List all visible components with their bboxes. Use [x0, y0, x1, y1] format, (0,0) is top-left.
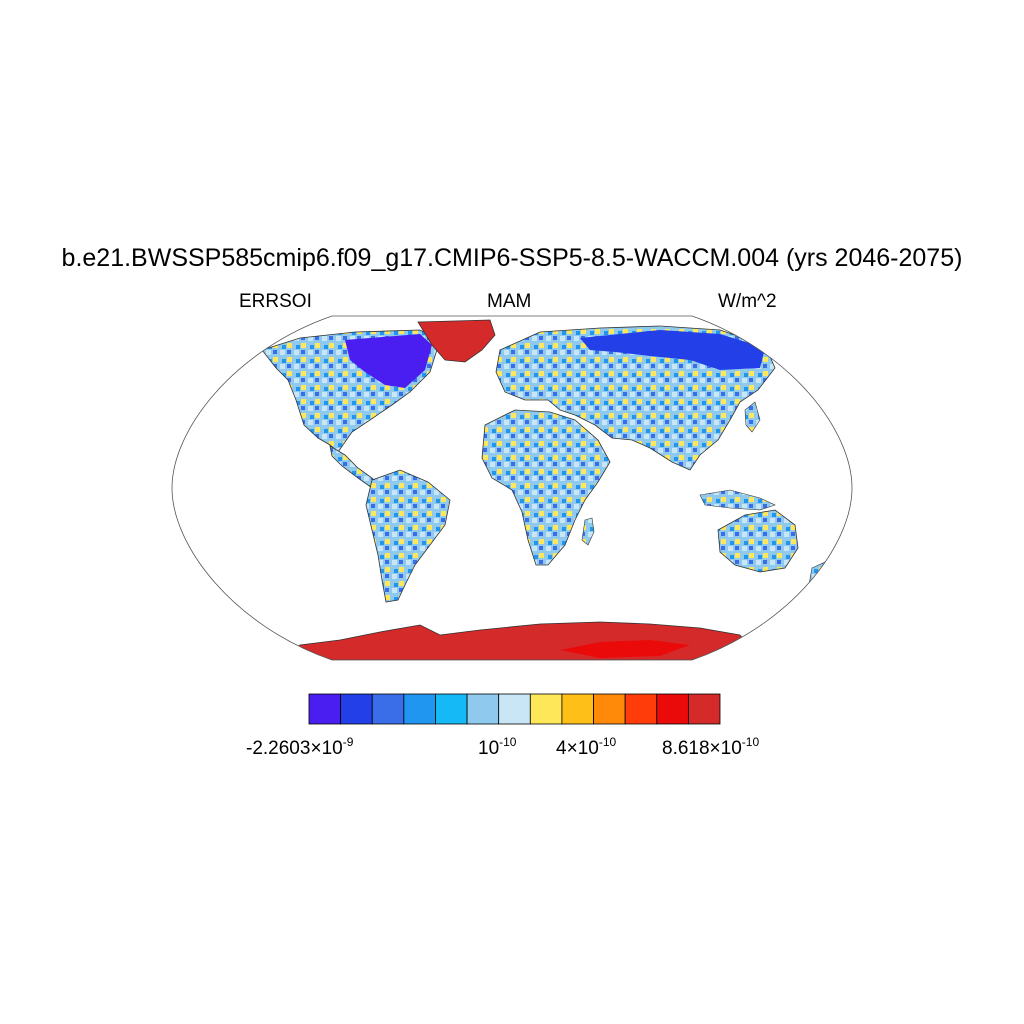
siberia-cold-region: [580, 330, 765, 370]
south-america-region: [365, 469, 451, 603]
season-label: MAM: [487, 291, 532, 312]
map-boundary: [171, 315, 853, 661]
colorbar-box-2: [371, 693, 405, 725]
australia-region: [717, 509, 799, 573]
madagascar-region: [581, 517, 595, 546]
colorbar-label-mid: 10-10: [478, 735, 517, 759]
indonesia-region: [699, 489, 776, 511]
antarctica-interior-region: [560, 640, 690, 658]
colorbar-box-12: [687, 693, 721, 725]
colorbar-label-min: -2.2603×10-9: [246, 735, 354, 759]
colorbar-box-4: [435, 693, 468, 725]
colorbar-label-max: 8.618×10-10: [662, 735, 760, 759]
colorbar-label-high: 4×10-10: [556, 735, 617, 759]
colorbar-box-11: [656, 693, 689, 725]
colorbar-box-10: [624, 693, 658, 725]
colorbar-box-8: [561, 693, 594, 725]
map-title: b.e21.BWSSP585cmip6.f09_g17.CMIP6-SSP5-8…: [61, 244, 963, 272]
colorbar-box-0: [308, 693, 342, 725]
canada-cold-region: [345, 334, 432, 388]
colorbar-box-9: [593, 693, 626, 725]
colorbar-box-7: [529, 693, 563, 725]
variable-label: ERRSOI: [239, 291, 312, 312]
colorbar-box-6: [498, 693, 531, 725]
colorbar-box-5: [466, 693, 500, 725]
africa-region: [481, 409, 611, 566]
greenland-region: [417, 319, 496, 363]
units-label: W/m^2: [718, 291, 777, 312]
colorbar-box-3: [403, 693, 436, 725]
colorbar-box-1: [340, 693, 373, 725]
japan-region: [744, 401, 761, 433]
